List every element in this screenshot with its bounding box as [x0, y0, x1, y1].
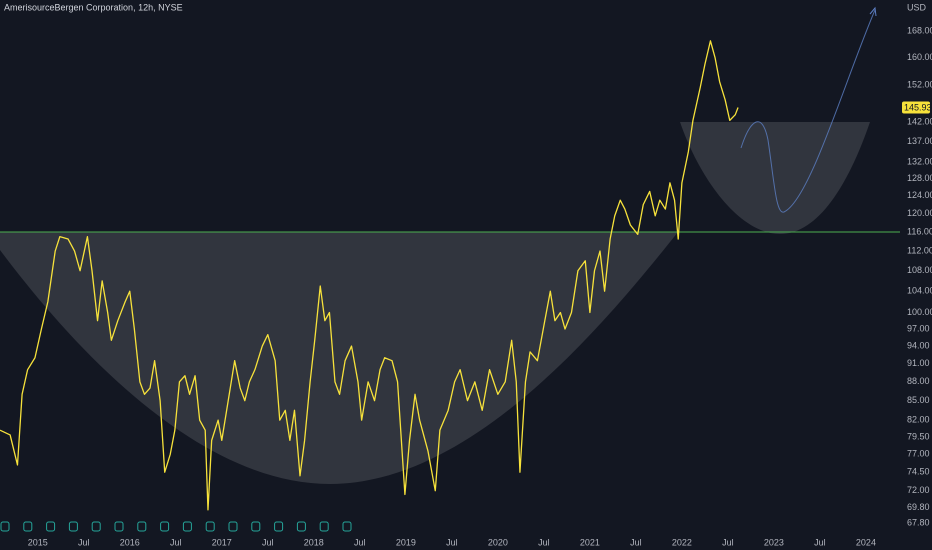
x-tick-label: 2020 — [488, 537, 508, 547]
y-tick-label: 72.00 — [907, 485, 930, 495]
y-tick-label: 168.00 — [907, 25, 932, 35]
event-icon — [0, 521, 10, 532]
event-icon — [274, 521, 284, 532]
y-tick-label: 85.00 — [907, 395, 930, 405]
y-tick-label: 124.00 — [907, 190, 932, 200]
x-tick-label: Jul — [78, 537, 90, 547]
y-tick-label: 97.00 — [907, 323, 930, 333]
event-icon — [91, 521, 101, 532]
y-tick-label: 94.00 — [907, 340, 930, 350]
x-tick-label: 2019 — [396, 537, 416, 547]
handle-drawing — [680, 122, 870, 234]
x-tick-label: Jul — [446, 537, 458, 547]
y-tick-label: 74.50 — [907, 467, 930, 477]
x-tick-label: Jul — [262, 537, 274, 547]
x-tick-label: Jul — [814, 537, 826, 547]
event-icon — [114, 521, 124, 532]
event-icon — [182, 521, 192, 532]
projection-path — [740, 9, 876, 213]
y-tick-label: 128.00 — [907, 173, 932, 183]
event-icon — [160, 521, 170, 532]
cup-drawing — [0, 232, 678, 484]
event-icon — [68, 521, 78, 532]
event-icon — [342, 521, 352, 532]
event-icon — [137, 521, 147, 532]
x-tick-label: 2021 — [580, 537, 600, 547]
x-tick-label: Jul — [170, 537, 182, 547]
x-tick-label: 2023 — [764, 537, 784, 547]
x-tick-label: 2022 — [672, 537, 692, 547]
x-tick-label: 2017 — [212, 537, 232, 547]
x-tick-label: Jul — [722, 537, 734, 547]
y-tick-label: 152.00 — [907, 80, 932, 90]
event-icons — [0, 521, 352, 532]
event-icon — [205, 521, 215, 532]
event-icon — [251, 521, 261, 532]
projection-arrow — [869, 6, 877, 17]
y-tick-label: 104.00 — [907, 286, 932, 296]
y-tick-label: 88.00 — [907, 376, 930, 386]
event-icon — [46, 521, 56, 532]
y-tick-label: 67.80 — [907, 518, 930, 528]
y-tick-label: 69.80 — [907, 502, 930, 512]
x-tick-label: 2016 — [120, 537, 140, 547]
y-tick-label: 120.00 — [907, 208, 932, 218]
event-icon — [228, 521, 238, 532]
y-tick-label: 116.00 — [907, 226, 932, 236]
x-tick-label: Jul — [354, 537, 366, 547]
y-tick-label: 142.00 — [907, 117, 932, 127]
y-tick-label: 77.00 — [907, 449, 930, 459]
y-tick-label: 100.00 — [907, 307, 932, 317]
last-price-box — [902, 101, 930, 114]
y-tick-label: 160.00 — [907, 52, 932, 62]
y-tick-label: 79.50 — [907, 431, 930, 441]
event-icon — [23, 521, 33, 532]
event-icon — [319, 521, 329, 532]
currency-label: USD — [907, 2, 927, 12]
y-tick-label: 91.00 — [907, 358, 930, 368]
y-tick-label: 108.00 — [907, 265, 932, 275]
x-tick-label: Jul — [630, 537, 642, 547]
price-line — [0, 40, 739, 511]
x-tick-label: 2024 — [856, 537, 876, 547]
y-tick-label: 137.00 — [907, 136, 932, 146]
chart-title: AmerisourceBergen Corporation, 12h, NYSE — [4, 2, 183, 12]
y-tick-label: 82.00 — [907, 415, 930, 425]
event-icon — [296, 521, 306, 532]
y-tick-label: 132.00 — [907, 156, 932, 166]
x-tick-label: 2018 — [304, 537, 324, 547]
x-tick-label: Jul — [538, 537, 550, 547]
x-tick-label: 2015 — [28, 537, 48, 547]
last-price-label: 145.93 — [904, 102, 932, 112]
y-tick-label: 112.00 — [907, 245, 932, 255]
